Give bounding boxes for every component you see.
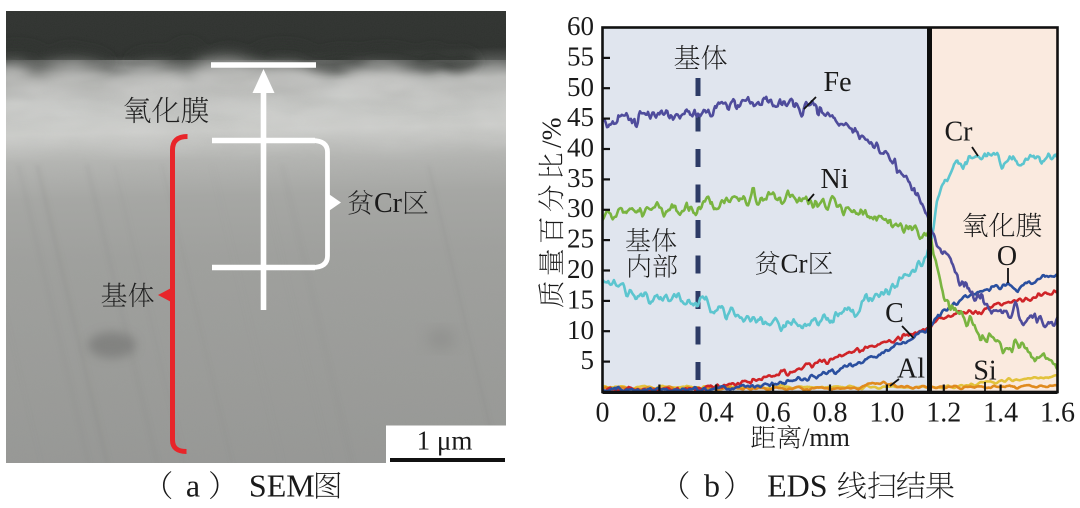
svg-text:0.6: 0.6 [756, 398, 791, 429]
svg-text:20: 20 [567, 254, 594, 284]
svg-text:15: 15 [567, 284, 594, 314]
svg-text:40: 40 [567, 133, 594, 163]
svg-text:Al: Al [897, 354, 925, 385]
svg-text:1 μm: 1 μm [417, 426, 473, 456]
svg-text:b: b [704, 468, 720, 504]
svg-text:0.8: 0.8 [813, 398, 848, 429]
svg-text:C: C [885, 298, 904, 329]
svg-text:0: 0 [596, 398, 610, 429]
svg-text:Cr: Cr [374, 188, 403, 219]
svg-text:Cr: Cr [781, 248, 808, 278]
svg-text:1.0: 1.0 [869, 398, 904, 429]
svg-text:1.6: 1.6 [1040, 398, 1075, 429]
svg-text:SEM: SEM [249, 468, 315, 504]
svg-text:Cr: Cr [945, 117, 974, 148]
svg-text:O: O [997, 241, 1017, 272]
svg-text:25: 25 [567, 224, 594, 254]
svg-text:1.4: 1.4 [983, 398, 1018, 429]
svg-text:0.4: 0.4 [699, 398, 734, 429]
svg-text:/%: /% [536, 117, 567, 148]
svg-text:5: 5 [581, 345, 595, 375]
svg-text:0.2: 0.2 [642, 398, 677, 429]
svg-text:Fe: Fe [824, 67, 852, 98]
svg-text:50: 50 [567, 72, 594, 102]
svg-text:45: 45 [567, 102, 594, 132]
svg-text:EDS: EDS [767, 468, 827, 504]
svg-text:10: 10 [567, 315, 594, 345]
svg-text:1.2: 1.2 [926, 398, 961, 429]
svg-text:a: a [186, 468, 200, 504]
svg-text:55: 55 [567, 41, 594, 71]
svg-text:/mm: /mm [802, 423, 850, 452]
svg-text:35: 35 [567, 163, 594, 193]
svg-text:60: 60 [567, 11, 594, 41]
svg-text:30: 30 [567, 193, 594, 223]
svg-text:Si: Si [973, 356, 997, 387]
svg-text:Ni: Ni [821, 164, 849, 195]
